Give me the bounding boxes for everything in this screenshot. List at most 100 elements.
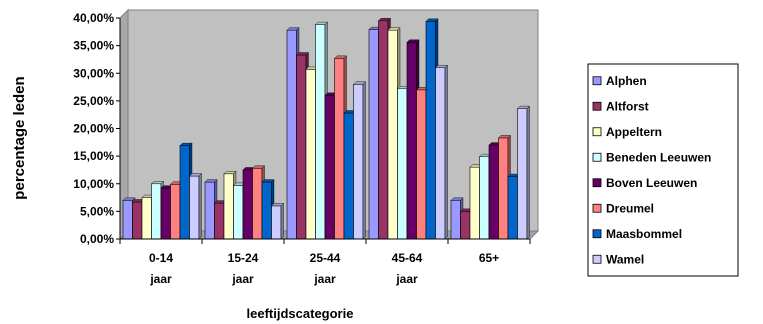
bar-top: [189, 173, 202, 177]
bar-front: [242, 169, 253, 240]
y-tick-label: 40,00%: [73, 11, 114, 25]
bar-front: [261, 181, 272, 240]
legend-label: Beneden Leeuwen: [606, 150, 711, 164]
bar-side: [280, 202, 284, 240]
bar-front: [479, 156, 490, 240]
legend-label: Wamel: [606, 252, 644, 266]
bar-top: [425, 18, 439, 22]
bar-front: [223, 173, 234, 240]
legend-swatch: [592, 203, 602, 213]
bar-top: [315, 21, 328, 25]
bar-front: [517, 108, 528, 240]
x-axis-title: leeftijdscategorie: [247, 306, 354, 321]
axes: 0,00% 5,00% 10,00% 15,00% 20,00% 25,00% 30,00%…: [73, 11, 531, 286]
bar-top: [296, 52, 309, 56]
bar-front: [179, 145, 190, 240]
legend-item: Maasbommel: [592, 227, 682, 241]
bar-front: [189, 175, 200, 240]
bar-front: [469, 166, 480, 240]
legend-label: Dreumel: [606, 201, 654, 215]
y-tick-label: 15,00%: [73, 149, 114, 163]
legend-label: Altforst: [606, 99, 649, 113]
legend-swatch: [592, 101, 602, 111]
bar-top: [450, 197, 464, 201]
bar: [517, 105, 530, 240]
bar-front: [416, 89, 427, 240]
bar-front: [368, 29, 379, 240]
bar-front: [296, 54, 307, 240]
bar-front: [334, 58, 345, 240]
bar-top: [517, 105, 530, 109]
legend-swatch: [592, 76, 602, 86]
bar-top: [406, 39, 420, 43]
legend-item: Wamel: [592, 252, 644, 266]
bar-top: [261, 179, 275, 183]
bar-front: [305, 69, 316, 240]
x-tick-label: 45-64: [392, 251, 423, 265]
bar-top: [334, 55, 347, 59]
bar-front: [151, 183, 162, 240]
bar-side: [526, 105, 530, 240]
bar-side: [444, 64, 448, 240]
x-tick-label: jaar: [231, 272, 254, 286]
bar-top: [151, 181, 164, 184]
bar-front: [488, 144, 499, 240]
bar-front: [141, 197, 152, 240]
legend-label: Alphen: [606, 74, 647, 88]
x-tick-label: 25-44: [310, 251, 341, 265]
bar-front: [204, 181, 215, 240]
legend-label: Maasbommel: [606, 227, 682, 241]
legend-swatch: [592, 254, 602, 264]
bar-front: [498, 137, 509, 240]
legend-item: Appeltern: [592, 125, 662, 139]
x-tick-label: jaar: [395, 272, 418, 286]
x-tick-label: 15-24: [228, 251, 259, 265]
bar-top: [498, 135, 511, 139]
bar-front: [233, 185, 244, 240]
bar: [189, 173, 202, 240]
bar-top: [353, 81, 366, 85]
bar-front: [435, 67, 446, 240]
bar-front: [214, 202, 225, 240]
legend: Alphen Altforst Appeltern Beneden Leeuwen Bo…: [587, 63, 739, 277]
bar-front: [387, 29, 398, 240]
bar-front: [507, 176, 518, 240]
bar-front: [460, 211, 471, 240]
legend-item: Beneden Leeuwen: [592, 150, 711, 164]
bar-front: [353, 84, 364, 240]
legend-label: Appeltern: [606, 125, 662, 139]
x-tick-label: 65+: [479, 251, 499, 265]
bar: [353, 81, 366, 240]
bar: [271, 202, 284, 240]
legend-item: Altforst: [592, 99, 649, 113]
legend-item: Boven Leeuwen: [592, 176, 697, 190]
y-tick-label: 10,00%: [73, 177, 114, 191]
y-tick-label: 5,00%: [80, 204, 114, 218]
y-tick-label: 25,00%: [73, 94, 114, 108]
bar-top: [223, 171, 237, 175]
bar-side: [362, 81, 366, 240]
bar-front: [450, 200, 461, 240]
legend-swatch: [592, 127, 602, 137]
bar-side: [198, 173, 202, 240]
bar-front: [286, 29, 297, 240]
legend-label: Boven Leeuwen: [606, 176, 697, 190]
y-tick-label: 35,00%: [73, 39, 114, 53]
y-tick-label: 20,00%: [73, 122, 114, 136]
x-tick-label: 0-14: [149, 251, 173, 265]
legend-box: [587, 63, 739, 277]
bar-front: [122, 200, 133, 240]
bar-front: [406, 42, 417, 240]
bar-top: [387, 27, 401, 31]
bar-front: [170, 184, 181, 240]
bar: [435, 64, 448, 240]
bar-top: [435, 65, 448, 68]
bar-front: [252, 167, 263, 240]
bar-front: [160, 187, 171, 240]
x-tick-label: jaar: [149, 272, 172, 286]
bar-top: [122, 197, 136, 201]
y-tick-label: 30,00%: [73, 66, 114, 80]
bar-front: [132, 201, 143, 240]
x-tick-label: jaar: [313, 272, 336, 286]
